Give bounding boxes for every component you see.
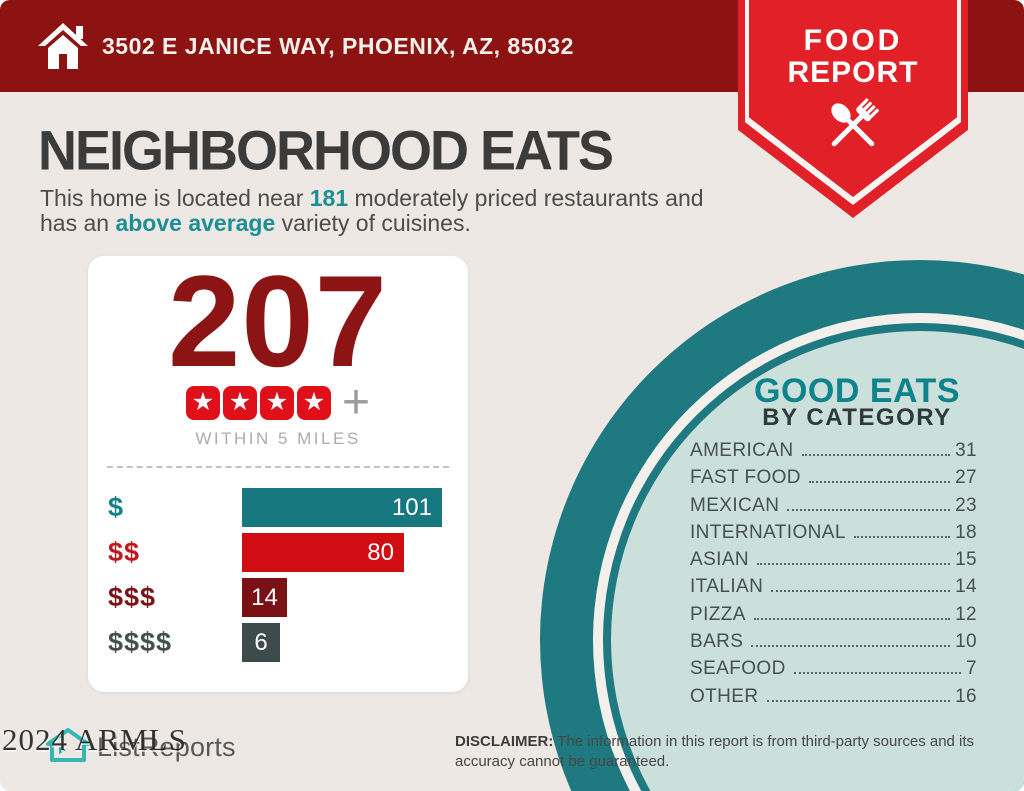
category-label: FAST FOOD [690,467,801,489]
category-label: PIZZA [690,603,746,625]
bar: 6 [242,623,280,662]
category-label: AMERICAN [690,440,794,461]
category-value: 10 [955,631,977,653]
crossed-spoon-fork-icon [820,92,886,163]
intro-text: This home is located near 181 moderately… [40,186,730,236]
dotted-leader [801,454,951,456]
category-row: AMERICAN 31 [690,440,977,467]
dotted-leader [751,645,951,648]
category-row: MEXICAN 23 [690,495,977,522]
tier-label: $ [108,492,125,522]
category-label: BARS [690,631,744,653]
price-tier-bar-chart: $ 101 $$ 80 $$$ 14 $$$$ 6 [108,488,468,668]
dashed-divider [107,466,449,468]
bar: 80 [242,533,404,572]
bar: 14 [242,578,287,617]
footer: ListReports 2024 ARMLS DISCLAIMER: The i… [0,700,1024,791]
food-report-badge: FOOD REPORT [738,0,968,218]
dotted-leader [766,699,951,702]
dotted-leader [853,535,951,538]
property-address: 3502 E JANICE WAY, PHOENIX, AZ, 85032 [102,33,574,59]
star-icon: ★ [259,385,294,420]
category-row: OTHER 16 [690,686,977,713]
plus-sign: + [341,375,371,429]
category-row: SEAFOOD 7 [690,658,977,685]
restaurant-count-highlight: 181 [309,185,349,211]
category-value: 31 [955,440,977,461]
category-label: ITALIAN [690,576,764,598]
category-value: 12 [955,603,977,625]
category-row: ITALIAN 14 [690,576,977,603]
category-row: ASIAN 15 [690,549,977,576]
total-restaurant-count: 207 [168,248,388,394]
category-list: AMERICAN 31 FAST FOOD 27 MEXICAN 23 INTERNA… [690,440,977,713]
badge-title-line2: REPORT [787,56,919,89]
dotted-leader [793,672,962,675]
dotted-leader [771,590,951,593]
dotted-leader [787,508,951,511]
bar-value: 14 [251,583,278,611]
category-value: 23 [955,494,977,516]
category-value: 27 [955,467,977,489]
good-eats-subtitle: BY CATEGORY [762,404,952,431]
intro-seg-2: moderately priced restaurants and has an [40,185,704,236]
variety-highlight: above average [115,209,276,236]
intro-seg-1: This home is located near [40,185,310,211]
badge-title-line1: FOOD [803,24,903,57]
disclaimer-body: The information in this report is from t… [455,733,975,771]
home-icon [36,21,90,76]
bar-row-3-dollar: $$$ 14 [108,578,468,617]
category-value: 18 [955,521,977,543]
star-icon: ★ [296,385,331,420]
category-value: 7 [966,658,977,680]
stats-card: 207 ★ ★ ★ ★ + WITHIN 5 MILES $ 101 $$ 80… [88,256,468,692]
tier-label: $$$$ [108,627,173,657]
category-row: INTERNATIONAL 18 [690,522,977,549]
category-value: 16 [955,685,977,707]
bar: 101 [242,488,442,527]
star-icon: ★ [185,385,220,420]
category-label: ASIAN [690,549,750,571]
category-row: PIZZA 12 [690,604,977,631]
disclaimer-label: DISCLAIMER: [455,733,554,750]
category-label: OTHER [690,685,759,707]
category-value: 14 [955,576,977,598]
category-label: MEXICAN [690,494,780,516]
category-row: BARS 10 [690,631,977,658]
intro-seg-3: variety of cuisines. [275,209,471,236]
dotted-leader [808,481,951,484]
good-eats-title: GOOD EATS [754,372,960,410]
radius-label: WITHIN 5 MILES [195,429,361,448]
armls-watermark: 2024 ARMLS [2,722,187,757]
disclaimer-text: DISCLAIMER: The information in this repo… [455,732,985,773]
tier-label: $$ [108,537,141,567]
dotted-leader [757,563,951,566]
category-row: FAST FOOD 27 [690,467,977,494]
bar-value: 80 [367,538,394,566]
page-title: NEIGHBORHOOD EATS [38,120,614,182]
bar-value: 101 [391,493,432,521]
bar-row-1-dollar: $ 101 [108,488,468,527]
bar-value: 6 [254,628,268,656]
category-value: 15 [955,549,977,571]
listreports-logo-text: ListReports [97,732,236,762]
listreports-house-icon [45,727,91,768]
tier-label: $$$ [108,582,157,612]
category-label: INTERNATIONAL [690,521,846,543]
bar-row-2-dollar: $$ 80 [108,533,468,572]
category-label: SEAFOOD [690,658,786,680]
listreports-logo: ListReports [45,727,236,768]
star-icon: ★ [222,385,257,420]
star-rating: ★ ★ ★ ★ + [88,375,468,429]
bar-row-4-dollar: $$$$ 6 [108,623,468,662]
dotted-leader [753,617,951,620]
